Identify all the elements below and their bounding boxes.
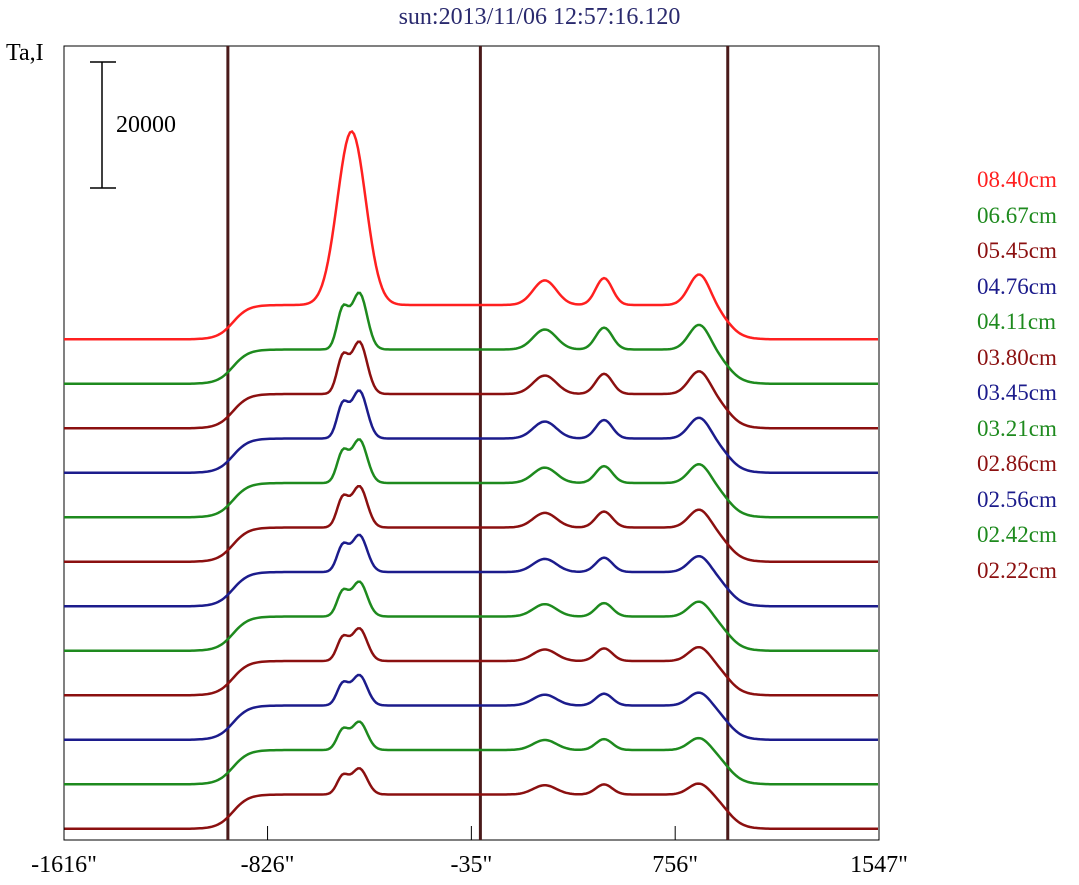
legend-entry: 03.45cm bbox=[977, 380, 1057, 405]
x-tick-label: 756" bbox=[652, 852, 699, 878]
x-tick-label: 1547" bbox=[850, 852, 908, 878]
legend-entry: 02.42cm bbox=[977, 522, 1057, 547]
legend-entry: 03.80cm bbox=[977, 344, 1057, 370]
x-tick-marks bbox=[63, 826, 880, 840]
chart-title: sun:2013/11/06 12:57:16.120 bbox=[398, 4, 681, 30]
series-line-08.40cm bbox=[64, 129, 878, 341]
legend: 08.40cm 06.67cm 05.45cm 04.76cm 04.11cm 03.80… bbox=[977, 162, 1057, 588]
legend-entry: 02.22cm bbox=[977, 557, 1057, 583]
series-line-02.22cm bbox=[64, 767, 878, 831]
scale-bar-label: 20000 bbox=[116, 112, 176, 138]
scale-bar bbox=[90, 61, 116, 189]
series-line-02.86cm bbox=[64, 627, 878, 697]
series-layer bbox=[64, 129, 878, 831]
x-tick-label: -1616" bbox=[31, 852, 97, 878]
series-line-02.42cm bbox=[64, 720, 878, 786]
series-line-04.76cm bbox=[64, 389, 878, 475]
legend-entry: 05.45cm bbox=[977, 238, 1057, 263]
x-tick-label: -826" bbox=[240, 852, 295, 878]
series-line-03.80cm bbox=[64, 484, 878, 564]
legend-entry: 08.40cm bbox=[977, 167, 1057, 192]
x-tick-label: -35" bbox=[450, 852, 493, 878]
legend-entry: 02.56cm bbox=[977, 486, 1057, 512]
series-line-03.45cm bbox=[64, 533, 878, 608]
series-line-04.11cm bbox=[64, 438, 878, 519]
series-line-02.56cm bbox=[64, 673, 878, 742]
series-line-06.67cm bbox=[64, 291, 878, 386]
legend-entry: 02.86cm bbox=[977, 451, 1057, 476]
vertical-marker-lines bbox=[226, 46, 730, 840]
plot-frame bbox=[63, 45, 880, 841]
series-line-03.21cm bbox=[64, 580, 878, 653]
legend-entry: 03.21cm bbox=[977, 415, 1057, 441]
series-line-05.45cm bbox=[64, 340, 878, 430]
legend-entry: 04.11cm bbox=[977, 309, 1056, 334]
legend-entry: 06.67cm bbox=[977, 202, 1057, 228]
y-axis-label: Ta,I bbox=[6, 40, 44, 66]
legend-entry: 04.76cm bbox=[977, 273, 1057, 299]
